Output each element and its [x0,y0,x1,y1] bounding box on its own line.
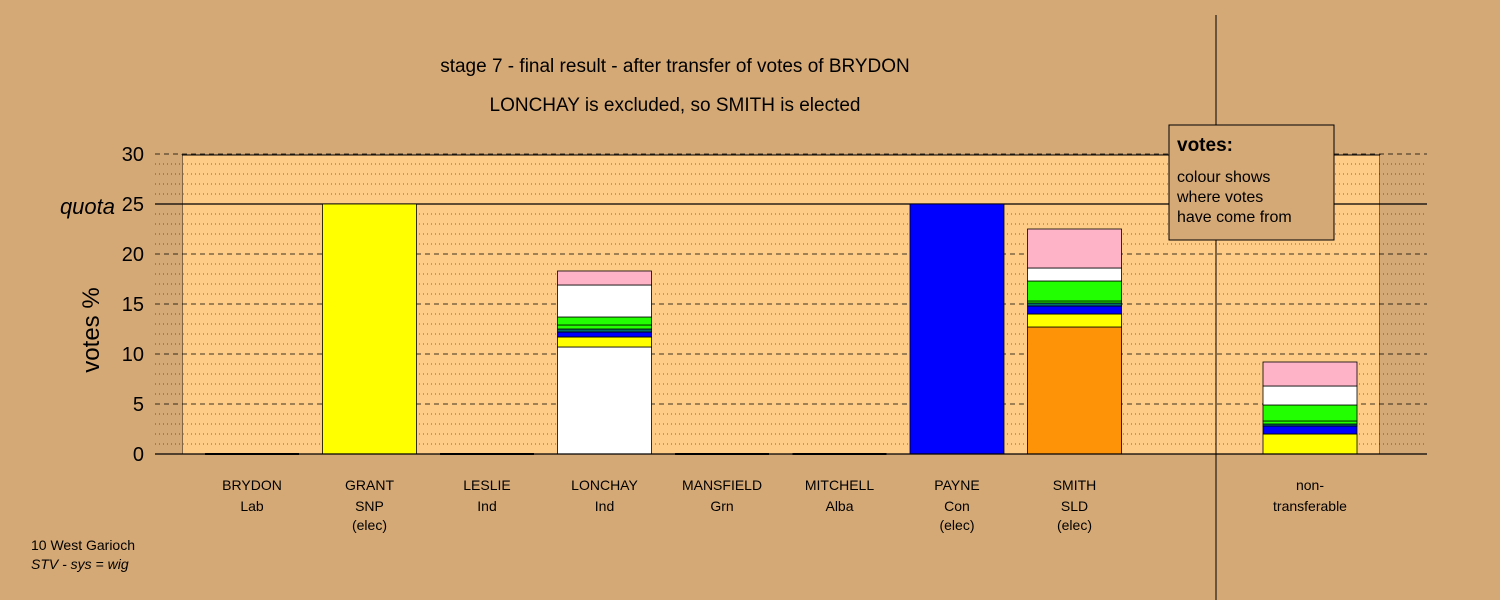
legend-box [1168,124,1335,241]
bar-lonchay-segment-4 [557,324,652,330]
y-tick-label: 20 [122,244,144,266]
candidate-status-grant: (elec) [352,517,387,533]
bar-smith-segment-7 [1027,228,1122,269]
y-axis-label: votes % [78,287,105,372]
bar-lonchay-segment-3 [557,328,652,333]
candidate-party-smith: SLD [1061,498,1088,514]
candidate-party-brydon: Lab [240,498,264,514]
footnote-constituency: 10 West Garioch [31,537,135,553]
non-transferable-label-2: transferable [1273,498,1347,514]
footnote-system: STV - sys = wig [31,556,129,572]
bar-non-transferable-segment-5 [1262,385,1358,406]
legend-line-2: where votes [1176,189,1263,206]
quota-label: quota [60,194,115,219]
bar-lonchay-segment-5 [557,316,652,326]
legend-line-1: colour shows [1177,169,1270,186]
y-tick-label: 5 [133,394,144,416]
bar-lonchay-segment-0 [557,346,652,455]
bar-smith-segment-2 [1027,305,1122,315]
bar-smith-segment-6 [1027,267,1122,282]
legend-line-3: have come from [1177,209,1292,226]
bar-grant-segment-0 [322,203,417,455]
plot-margin-left [155,155,182,454]
candidate-name-lonchay: LONCHAY [571,477,638,493]
candidate-party-payne: Con [944,498,970,514]
bar-payne-segment-0 [909,203,1005,455]
axes: BRYDON Lab GRANT SNP (elec) LESLIE Ind LONCHAY I… [122,144,1427,533]
candidate-party-leslie: Ind [477,498,496,514]
plot-margin-right [1380,155,1427,454]
candidate-party-grant: SNP [355,498,384,514]
candidate-name-mansfield: MANSFIELD [682,477,762,493]
bar-smith-segment-5 [1027,280,1122,302]
non-transferable-label-1: non- [1296,477,1324,493]
y-tick-label: 30 [122,144,144,166]
bar-non-transferable-segment-6 [1262,361,1358,387]
bar-lonchay-segment-7 [557,270,652,286]
bar-smith-segment-1 [1027,313,1122,328]
candidate-party-mansfield: Grn [710,498,733,514]
chart-subtitle: LONCHAY is excluded, so SMITH is elected [490,95,861,116]
bar-lonchay-segment-1 [557,336,652,348]
candidate-name-leslie: LESLIE [463,477,510,493]
candidate-status-payne: (elec) [939,517,974,533]
bar-non-transferable-segment-1 [1262,425,1358,435]
bar-lonchay-segment-2 [557,331,652,338]
candidate-party-mitchell: Alba [825,498,853,514]
bars [205,203,1358,455]
bar-smith-segment-0 [1027,326,1122,455]
legend-title: votes: [1177,135,1233,156]
y-tick-label: 25 [122,194,144,216]
candidate-name-brydon: BRYDON [222,477,282,493]
bar-non-transferable-segment-4 [1262,404,1358,422]
candidate-name-smith: SMITH [1053,477,1097,493]
candidate-name-grant: GRANT [345,477,394,493]
y-tick-label: 10 [122,344,144,366]
y-tick-label: 0 [133,444,144,466]
bar-smith-segment-3 [1027,302,1122,307]
legend: votes: colour shows where votes have com… [1168,124,1335,241]
candidate-party-lonchay: Ind [595,498,614,514]
bar-non-transferable-segment-3 [1262,420,1358,425]
bar-non-transferable-segment-0 [1262,433,1358,455]
y-tick-label: 15 [122,294,144,316]
candidate-name-mitchell: MITCHELL [805,477,874,493]
chart-title: stage 7 - final result - after transfer … [440,56,910,77]
bar-lonchay-segment-6 [557,284,652,318]
candidate-status-smith: (elec) [1057,517,1092,533]
candidate-name-payne: PAYNE [934,477,979,493]
